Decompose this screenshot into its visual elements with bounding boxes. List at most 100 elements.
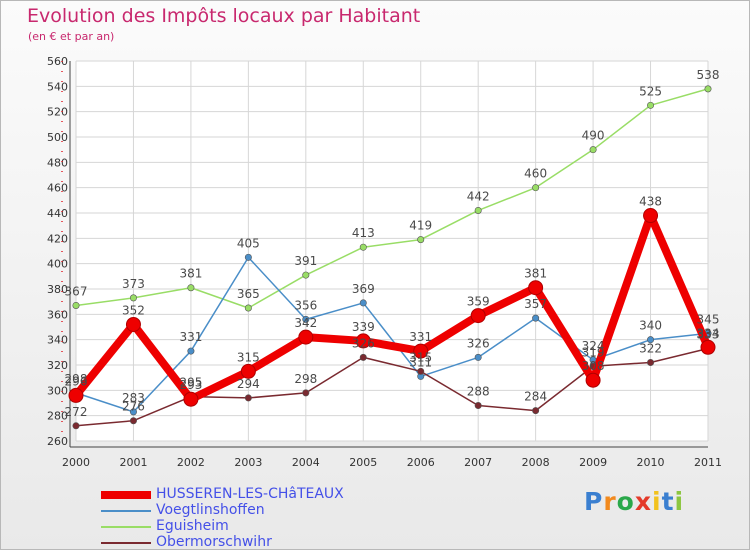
data-label: 298 [294, 372, 317, 386]
x-tick-label: 2000 [62, 456, 90, 469]
data-point [470, 308, 486, 324]
data-point [474, 353, 482, 361]
data-label: 334 [697, 326, 720, 340]
data-point [187, 284, 195, 292]
data-label: 442 [467, 189, 490, 203]
legend-swatch [101, 510, 151, 512]
data-point [647, 336, 655, 344]
legend-swatch [101, 526, 151, 528]
x-tick-label: 2007 [464, 456, 492, 469]
data-label: 356 [294, 298, 317, 312]
x-tick-label: 2006 [407, 456, 435, 469]
data-label: 438 [639, 195, 662, 209]
data-label: 276 [122, 400, 145, 414]
logo-letter: t [661, 487, 675, 516]
data-label: 326 [467, 336, 490, 350]
data-point [129, 408, 137, 416]
logo-letter: x [634, 487, 652, 516]
data-label: 460 [524, 167, 547, 181]
data-label: 315 [237, 350, 260, 364]
legend-swatch [101, 491, 151, 499]
y-tick-label: 560 [47, 55, 68, 68]
data-label: 288 [467, 385, 490, 399]
x-tick-label: 2003 [234, 456, 262, 469]
data-label: 298 [65, 372, 88, 386]
y-tick-label: 380 [47, 283, 68, 296]
data-label: 283 [122, 391, 145, 405]
data-point [417, 367, 425, 375]
x-tick-label: 2005 [349, 456, 377, 469]
data-point [129, 417, 137, 425]
data-point [643, 208, 659, 224]
data-point [413, 343, 429, 359]
data-point [302, 389, 310, 397]
y-tick-label: 340 [47, 334, 68, 347]
data-point [647, 358, 655, 366]
data-label: 333 [697, 328, 720, 342]
data-point [532, 184, 540, 192]
x-tick-label: 2009 [579, 456, 607, 469]
x-tick-label: 2001 [119, 456, 147, 469]
data-point [474, 402, 482, 410]
plot-area [76, 61, 708, 441]
data-point [700, 339, 716, 355]
y-tick-label: 360 [47, 308, 68, 321]
data-point [187, 347, 195, 355]
x-tick-label: 2008 [522, 456, 550, 469]
data-label: 367 [65, 284, 88, 298]
data-label: 419 [409, 219, 432, 233]
data-label: 345 [697, 312, 720, 326]
data-point [474, 206, 482, 214]
y-tick-label: 480 [47, 156, 68, 169]
data-label: 284 [524, 390, 547, 404]
data-label: 324 [582, 339, 605, 353]
data-label: 405 [237, 236, 260, 250]
logo-letter: r [603, 487, 617, 516]
data-label: 359 [467, 295, 490, 309]
x-tick-label: 2002 [177, 456, 205, 469]
data-point [532, 314, 540, 322]
data-label: 315 [409, 350, 432, 364]
y-tick-label: 520 [47, 106, 68, 119]
y-tick-label: 280 [47, 410, 68, 423]
chart-title: Evolution des Impôts locaux par Habitant [27, 5, 421, 27]
data-label: 391 [294, 254, 317, 268]
data-point [125, 316, 141, 332]
data-label: 373 [122, 277, 145, 291]
y-tick-label: 460 [47, 182, 68, 195]
data-label: 365 [237, 287, 260, 301]
data-point [417, 236, 425, 244]
data-label: 352 [122, 303, 145, 317]
data-point [240, 363, 256, 379]
data-label: 490 [582, 129, 605, 143]
data-label: 295 [179, 376, 202, 390]
logo-letter: i [652, 487, 662, 516]
data-point [359, 353, 367, 361]
data-point [528, 280, 544, 296]
legend-label: Eguisheim [156, 518, 229, 534]
data-point [244, 304, 252, 312]
y-tick-label: 500 [47, 131, 68, 144]
data-point [72, 301, 80, 309]
data-label: 322 [639, 341, 662, 355]
data-label: 326 [352, 336, 375, 350]
x-tick-label: 2010 [637, 456, 665, 469]
data-point [68, 387, 84, 403]
data-point [647, 101, 655, 109]
data-label: 340 [639, 319, 662, 333]
data-label: 339 [352, 320, 375, 334]
data-point [302, 271, 310, 279]
data-label: 272 [65, 405, 88, 419]
data-point [244, 253, 252, 261]
data-label: 331 [179, 330, 202, 344]
data-label: 525 [639, 84, 662, 98]
data-point [589, 146, 597, 154]
proxiti-logo: Proxiti [584, 487, 684, 516]
data-point [704, 85, 712, 93]
data-label: 319 [582, 345, 605, 359]
data-label: 342 [294, 316, 317, 330]
x-tick-label: 2004 [292, 456, 320, 469]
series-line-2 [75, 88, 709, 309]
